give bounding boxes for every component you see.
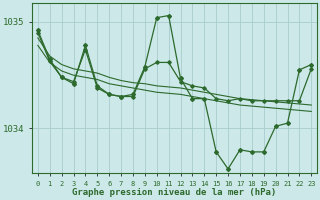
X-axis label: Graphe pression niveau de la mer (hPa): Graphe pression niveau de la mer (hPa) xyxy=(72,188,277,197)
